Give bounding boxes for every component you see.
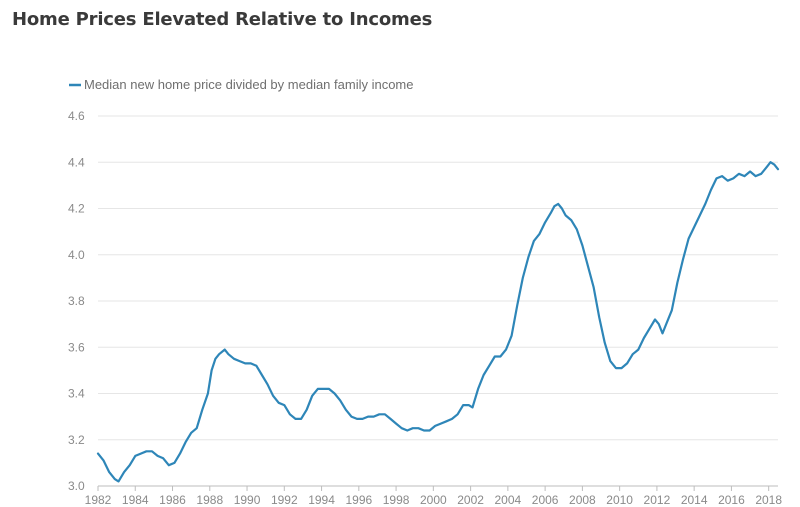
y-tick-label: 3.4: [68, 387, 85, 401]
x-tick-label: 2016: [718, 493, 745, 507]
y-tick-label: 3.8: [68, 294, 85, 308]
y-axis-tick-labels: 3.0 3.2 3.4 3.6 3.8 4.0 4.2 4.4 4.6: [68, 109, 85, 493]
x-tick-label: 2004: [495, 493, 522, 507]
chart-title: Home Prices Elevated Relative to Incomes: [12, 9, 433, 30]
series-layer: [96, 161, 780, 483]
legend-entry-label: Median new home price divided by median …: [84, 77, 414, 92]
x-tick-label: 1994: [308, 493, 335, 507]
grid-lines: [98, 115, 778, 441]
x-tick-label: 1988: [196, 493, 223, 507]
y-tick-label: 4.6: [68, 109, 85, 123]
x-tick-label: 1996: [345, 493, 372, 507]
x-tick-label: 1986: [159, 493, 186, 507]
x-tick-label: 2000: [420, 493, 447, 507]
y-tick-label: 3.6: [68, 340, 85, 354]
y-tick-label: 3.0: [68, 479, 85, 493]
x-tick-label: 2014: [681, 493, 708, 507]
x-tick-label: 2010: [606, 493, 633, 507]
x-tick-label: 2006: [532, 493, 559, 507]
x-axis: [97, 485, 778, 491]
x-tick-label: 1998: [383, 493, 410, 507]
x-tick-label: 2018: [755, 493, 782, 507]
y-tick-label: 3.2: [68, 433, 85, 447]
x-axis-tick-labels: 1982 1984 1986 1988 1990 1992 1994 1996 1998 2000…: [85, 493, 783, 507]
x-tick-label: 1990: [234, 493, 261, 507]
x-tick-label: 1992: [271, 493, 298, 507]
x-tick-label: 1982: [85, 493, 112, 507]
x-tick-label: 2002: [457, 493, 484, 507]
x-tick-label: 2008: [569, 493, 596, 507]
x-tick-label: 1984: [122, 493, 149, 507]
legend: Median new home price divided by median …: [69, 77, 414, 92]
x-tick-label: 2012: [644, 493, 671, 507]
y-tick-label: 4.4: [68, 155, 85, 169]
series-line-0: [96, 161, 780, 483]
y-tick-label: 4.0: [68, 248, 85, 262]
y-tick-label: 4.2: [68, 202, 85, 216]
